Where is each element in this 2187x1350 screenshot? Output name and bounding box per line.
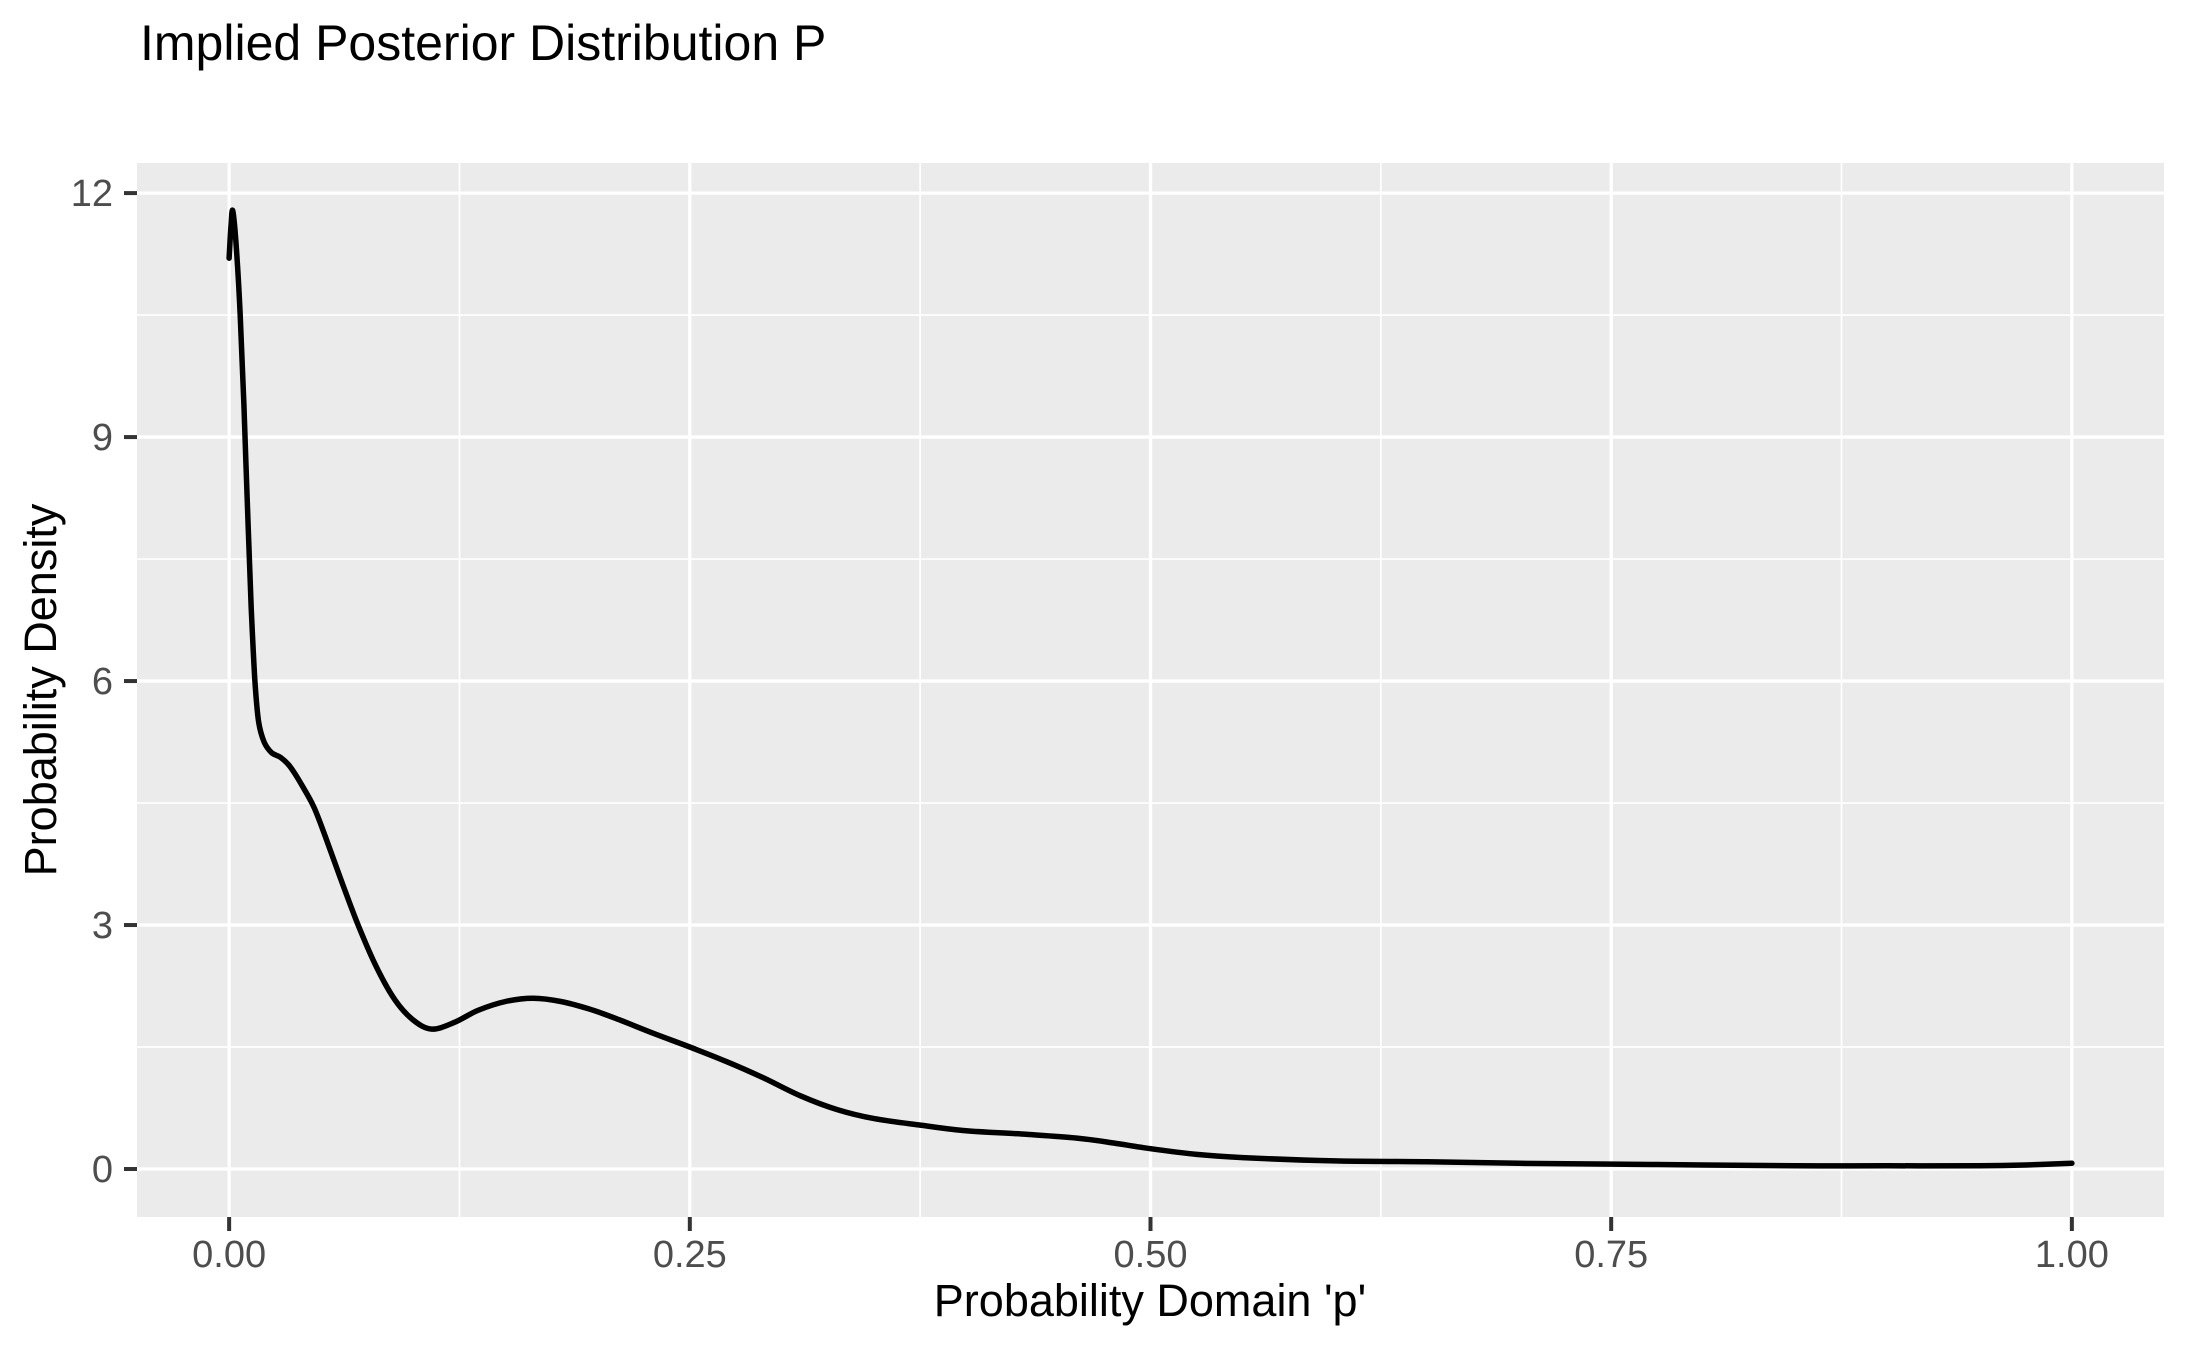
y-axis-tick-label: 3: [92, 905, 113, 947]
x-axis-tick-label: 0.75: [1574, 1234, 1648, 1276]
x-axis-tick-label: 0.25: [653, 1234, 727, 1276]
density-curve: [226, 207, 2075, 1169]
y-axis-tick-label: 6: [92, 661, 113, 703]
major-gridlines: [137, 163, 2164, 1217]
axis-tick-labels: 0 3 6 9 12 0.00 0.25 0.50 0.75 1.00: [71, 173, 2109, 1276]
y-axis-tick-label: 0: [92, 1149, 113, 1191]
y-axis-tick-label: 9: [92, 417, 113, 459]
plot-layers: 0 3 6 9 12 0.00 0.25 0.50 0.75 1.00: [71, 163, 2164, 1276]
x-axis-tick-label: 0.50: [1114, 1234, 1188, 1276]
plot-title: Implied Posterior Distribution P: [140, 15, 826, 71]
y-axis-tick-label: 12: [71, 173, 113, 215]
x-axis-title: Probability Domain 'p': [934, 1275, 1366, 1326]
x-axis-tick-label: 1.00: [2035, 1234, 2109, 1276]
y-axis-title: Probability Density: [15, 503, 66, 876]
axis-tick-marks: [124, 191, 2074, 1231]
x-axis-tick-label: 0.00: [192, 1234, 266, 1276]
